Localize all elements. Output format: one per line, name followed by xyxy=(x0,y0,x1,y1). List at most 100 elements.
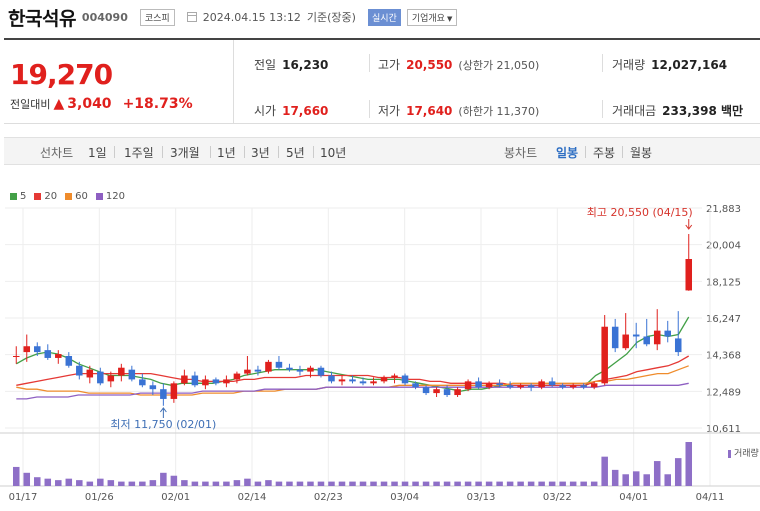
period-1y[interactable]: 1년 xyxy=(217,146,236,160)
candle-body xyxy=(611,326,619,349)
volume-label: 거래량 xyxy=(612,58,646,72)
company-info-dropdown[interactable]: 기업개요 ▼ xyxy=(406,8,458,26)
x-tick-label: 02/01 xyxy=(161,492,190,503)
candle-monthly[interactable]: 월봉 xyxy=(630,146,653,160)
divider xyxy=(369,100,370,118)
amount-label: 거래대금 xyxy=(612,104,657,118)
volume-bar xyxy=(181,480,188,486)
x-tick-label: 01/17 xyxy=(9,492,38,503)
divider xyxy=(622,146,623,158)
candle-body xyxy=(97,371,104,384)
prev-close: 전일 16,230 xyxy=(254,56,328,73)
volume-label-text: 거래량 xyxy=(734,449,759,459)
volume-bar xyxy=(548,481,556,486)
legend-item: 20 xyxy=(34,191,57,202)
period-3m[interactable]: 3개월 xyxy=(170,146,200,160)
legend-swatch xyxy=(10,192,17,200)
volume-bar xyxy=(34,477,41,486)
change-percent: +18.73% xyxy=(122,96,193,112)
candle-body xyxy=(380,377,388,382)
legend-swatch xyxy=(65,192,73,200)
volume-bar xyxy=(527,481,535,486)
candle-body xyxy=(34,346,41,353)
legend-swatch xyxy=(34,192,42,200)
y-tick-label: 14,368 xyxy=(706,351,741,362)
ma-line-120 xyxy=(16,382,689,400)
ma-legend: 5 20 60 120 xyxy=(10,191,125,202)
volume-bar xyxy=(149,480,157,486)
volume-bar xyxy=(275,481,283,486)
candle-weekly[interactable]: 주봉 xyxy=(593,146,616,160)
volume-bar xyxy=(590,481,598,486)
candle-body xyxy=(590,383,598,388)
candle-body xyxy=(265,361,272,372)
period-10y[interactable]: 10년 xyxy=(320,146,347,160)
high-price: 고가 20,550 (상한가 21,050) xyxy=(378,56,539,73)
candle-body xyxy=(212,379,220,384)
candle-body xyxy=(664,330,671,337)
candle-body xyxy=(223,379,230,384)
volume-bar xyxy=(317,481,325,486)
volume-bar xyxy=(296,481,304,486)
candle-body xyxy=(86,369,94,378)
volume-bar xyxy=(338,481,346,486)
volume-bar xyxy=(559,481,566,486)
volume-bar xyxy=(443,481,451,486)
x-tick-label: 03/22 xyxy=(543,492,572,503)
volume-bar xyxy=(674,458,682,486)
divider xyxy=(210,146,211,158)
volume-bar xyxy=(401,481,409,486)
candle-body xyxy=(359,381,367,384)
candle-body xyxy=(412,383,419,388)
calendar-icon xyxy=(186,12,197,22)
volume-bar xyxy=(653,461,661,486)
volume-bar xyxy=(380,481,388,486)
divider xyxy=(602,100,603,118)
volume-bar xyxy=(664,474,671,486)
volume: 거래량 12,027,164 xyxy=(612,56,727,73)
high-annotation: 최고 20,550 (04/15) xyxy=(587,206,693,219)
candle-body xyxy=(317,367,325,376)
candle-body xyxy=(307,367,314,372)
realtime-button[interactable]: 실시간 xyxy=(367,8,401,26)
volume-bar xyxy=(643,474,650,486)
price-box: 19,270 전일대비 ▲ 3,040 +18.73% xyxy=(4,40,234,124)
divider xyxy=(244,146,245,158)
volume-bar xyxy=(12,466,20,486)
company-info-label: 기업개요 xyxy=(411,13,445,24)
volume-bar xyxy=(97,478,104,486)
y-tick-label: 16,247 xyxy=(706,314,741,325)
volume-bar xyxy=(685,442,693,486)
volume-axis-label: 거래량 xyxy=(728,446,759,459)
y-tick-label: 21,883 xyxy=(706,204,741,215)
y-tick-label: 12,489 xyxy=(706,387,741,398)
high-arrow-icon xyxy=(685,219,693,230)
candle-body xyxy=(422,387,430,394)
x-tick-label: 02/14 xyxy=(238,492,267,503)
divider xyxy=(369,54,370,72)
quote-basis: 기준(장중) xyxy=(306,11,356,24)
volume-bar xyxy=(611,469,619,486)
candle-daily[interactable]: 일봉 xyxy=(556,146,579,160)
volume-bar xyxy=(265,480,272,486)
period-1d[interactable]: 1일 xyxy=(88,146,107,160)
legend-item: 5 xyxy=(10,191,26,202)
period-5y[interactable]: 5년 xyxy=(286,146,305,160)
period-1w[interactable]: 1주일 xyxy=(124,146,154,160)
low-label: 저가 xyxy=(378,104,401,118)
low-price: 저가 17,640 (하한가 11,370) xyxy=(378,102,539,119)
x-tick-label: 01/26 xyxy=(85,492,114,503)
candle-body xyxy=(181,375,188,384)
stock-code: 004090 xyxy=(81,10,128,24)
y-tick-label: 18,125 xyxy=(706,277,741,288)
candle-body xyxy=(643,336,650,345)
candle-body xyxy=(12,356,20,358)
candle-body xyxy=(149,385,157,390)
candle-body xyxy=(65,356,73,366)
period-3y[interactable]: 3년 xyxy=(251,146,270,160)
volume-bar xyxy=(422,481,430,486)
market-badge: 코스피 xyxy=(139,8,175,26)
candle-body xyxy=(44,350,52,358)
volume-bar xyxy=(65,478,73,486)
volume-bar xyxy=(223,481,230,486)
